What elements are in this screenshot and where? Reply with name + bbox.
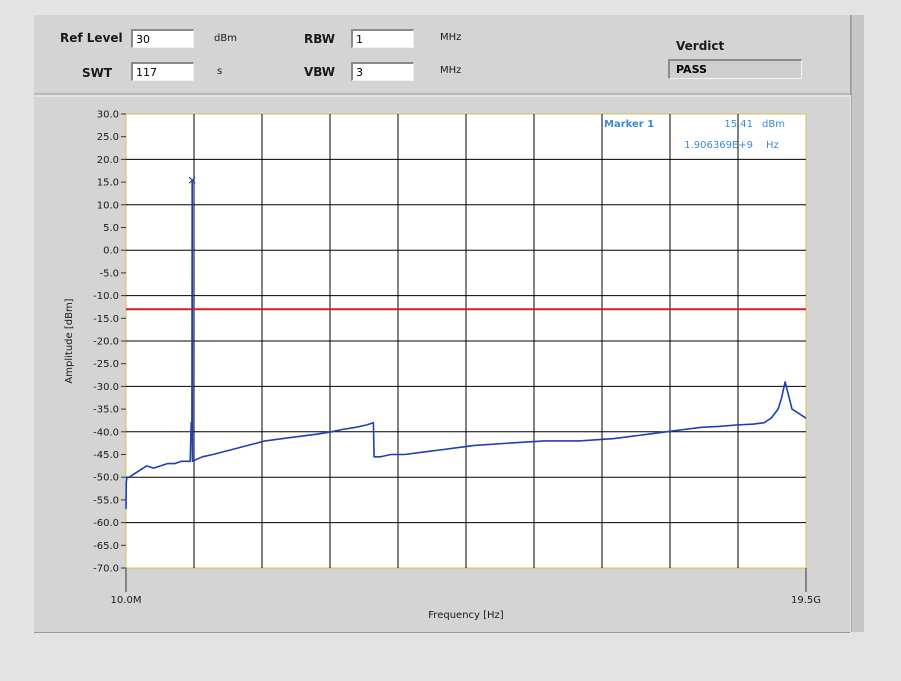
x-tick-label-end: 19.5G xyxy=(791,595,821,606)
swt-label: SWT xyxy=(82,66,113,80)
scrollbar-strip[interactable] xyxy=(851,15,864,632)
swt-input[interactable]: 117 xyxy=(131,62,194,81)
y-tick-label: -65.0 xyxy=(93,541,119,552)
y-tick-label: -10.0 xyxy=(93,291,119,302)
y-tick-label: -35.0 xyxy=(93,405,119,416)
vbw-unit: MHz xyxy=(440,65,462,76)
rbw-label: RBW xyxy=(304,32,335,46)
vbw-input[interactable]: 3 xyxy=(351,62,414,81)
y-tick-label: 10.0 xyxy=(97,200,119,211)
y-tick-label: -15.0 xyxy=(93,314,119,325)
marker-1-name: Marker 1 xyxy=(604,119,654,130)
y-tick-label: -25.0 xyxy=(93,359,119,370)
y-axis-title: Amplitude [dBm] xyxy=(64,298,75,383)
rbw-unit: MHz xyxy=(440,32,462,43)
y-tick-label: 20.0 xyxy=(97,155,119,166)
ref-level-input[interactable]: 30 xyxy=(131,29,194,48)
y-tick-label: 30.0 xyxy=(97,110,119,121)
y-tick-label: 5.0 xyxy=(103,223,119,234)
y-tick-label: -55.0 xyxy=(93,495,119,506)
x-axis-title: Frequency [Hz] xyxy=(428,610,504,621)
spectrum-graph-panel: 30.0 25.0 20.0 15.0 10.0 5.0 0.0 -5.0 -10.0 -15.0… xyxy=(34,97,850,633)
spectrum-trace xyxy=(125,179,807,510)
ref-level-unit: dBm xyxy=(214,33,237,44)
spectrum-chart[interactable]: 30.0 25.0 20.0 15.0 10.0 5.0 0.0 -5.0 -10.0 -15.0… xyxy=(34,97,850,632)
marker-1-point[interactable] xyxy=(188,176,196,184)
y-tick-label: -45.0 xyxy=(93,450,119,461)
y-tick-label: 25.0 xyxy=(97,132,119,143)
y-tick-label: -40.0 xyxy=(93,427,119,438)
rbw-input[interactable]: 1 xyxy=(351,29,414,48)
verdict-label: Verdict xyxy=(676,39,725,53)
y-tick-label: -5.0 xyxy=(99,268,119,279)
x-tick-label-start: 10.0M xyxy=(111,595,142,606)
marker-1-amplitude-unit: dBm xyxy=(762,119,785,130)
y-tick-label: -20.0 xyxy=(93,337,119,348)
y-tick-label: -50.0 xyxy=(93,473,119,484)
verdict-indicator: PASS xyxy=(668,59,802,79)
y-tick-label: -70.0 xyxy=(93,564,119,575)
marker-1-frequency: 1.906369E+9 xyxy=(684,140,753,151)
y-tick-label: 0.0 xyxy=(103,246,119,257)
swt-unit: s xyxy=(217,66,223,77)
settings-panel: Ref Level 30 dBm SWT 117 s RBW 1 MHz VBW… xyxy=(34,15,851,95)
ref-level-label: Ref Level xyxy=(60,31,123,45)
y-tick-label: -30.0 xyxy=(93,382,119,393)
y-tick-label: -60.0 xyxy=(93,518,119,529)
y-tick-label: 15.0 xyxy=(97,178,119,189)
marker-1-frequency-unit: Hz xyxy=(766,140,779,151)
vbw-label: VBW xyxy=(304,65,336,79)
marker-1-amplitude: 15.41 xyxy=(724,119,753,130)
